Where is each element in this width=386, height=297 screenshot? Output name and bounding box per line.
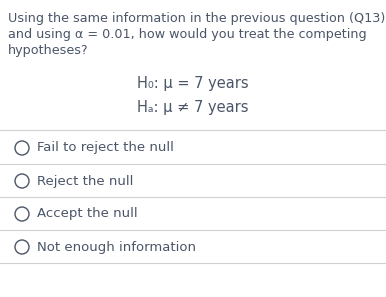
Text: Using the same information in the previous question (Q13): Using the same information in the previo… [8, 12, 385, 25]
Text: and using α = 0.01, how would you treat the competing: and using α = 0.01, how would you treat … [8, 28, 367, 41]
Text: Hₐ: μ ≠ 7 years: Hₐ: μ ≠ 7 years [137, 100, 249, 115]
Text: hypotheses?: hypotheses? [8, 44, 89, 57]
Text: Reject the null: Reject the null [37, 175, 134, 187]
Text: Not enough information: Not enough information [37, 241, 196, 254]
Text: Accept the null: Accept the null [37, 208, 138, 220]
Text: Fail to reject the null: Fail to reject the null [37, 141, 174, 154]
Text: H₀: μ = 7 years: H₀: μ = 7 years [137, 76, 249, 91]
